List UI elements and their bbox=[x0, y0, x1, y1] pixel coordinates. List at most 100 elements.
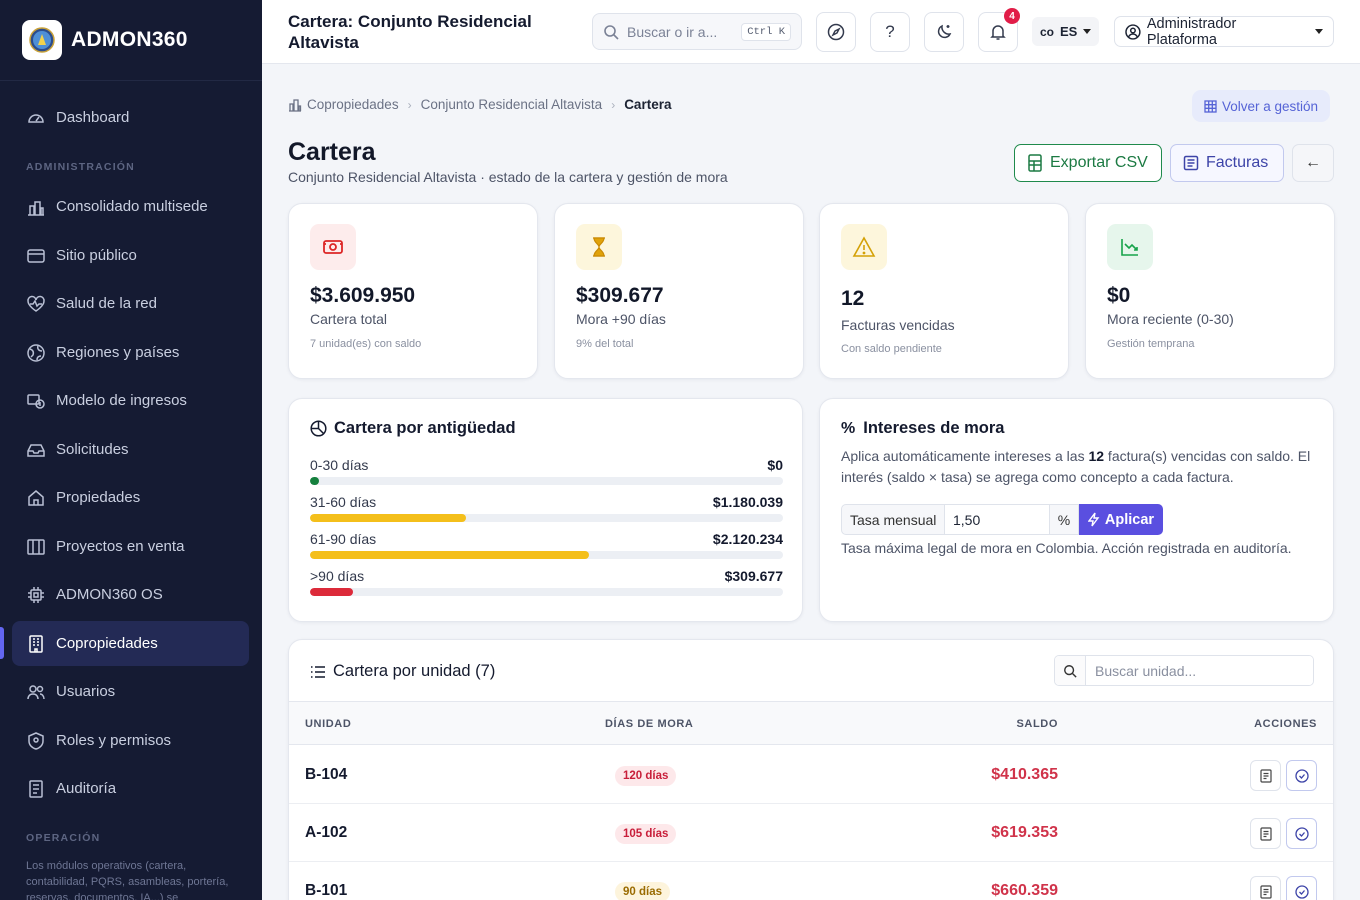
table-row[interactable]: B-104 120 días $410.365 bbox=[289, 746, 1333, 804]
unit-balance: $410.365 bbox=[991, 766, 1058, 783]
units-search[interactable] bbox=[1054, 655, 1314, 686]
sidebar-item-label: ADMON360 OS bbox=[56, 586, 163, 603]
stat-card-overdue-invoices: 12 Facturas vencidas Con saldo pendiente bbox=[819, 203, 1069, 379]
sidebar-item-label: Proyectos en venta bbox=[56, 538, 185, 555]
sidebar-item-revenue-model[interactable]: Modelo de ingresos bbox=[12, 378, 249, 423]
sidebar-item-public-site[interactable]: Sitio público bbox=[12, 233, 249, 278]
stat-hint: Gestión temprana bbox=[1107, 338, 1195, 350]
user-name: Administrador Plataforma bbox=[1146, 15, 1237, 48]
document-icon bbox=[1259, 768, 1272, 783]
breadcrumb-item[interactable]: Copropiedades bbox=[307, 97, 399, 112]
back-to-management-button[interactable]: Volver a gestión bbox=[1192, 90, 1331, 122]
interest-title: % Intereses de mora bbox=[841, 419, 1004, 438]
register-payment-button[interactable] bbox=[1286, 876, 1317, 900]
table-row[interactable]: B-101 90 días $660.359 bbox=[289, 862, 1333, 900]
breadcrumb-current: Cartera bbox=[624, 97, 672, 112]
sidebar-item-roles[interactable]: Roles y permisos bbox=[12, 718, 249, 763]
notifications-button[interactable]: 4 bbox=[978, 8, 1020, 52]
rate-label: Tasa mensual bbox=[841, 504, 945, 535]
breadcrumb: Copropiedades › Conjunto Residencial Alt… bbox=[288, 97, 671, 112]
sidebar-item-label: Sitio público bbox=[56, 247, 137, 264]
main-content: Copropiedades › Conjunto Residencial Alt… bbox=[262, 64, 1360, 900]
sidebar-item-copropiedades[interactable]: Copropiedades bbox=[12, 621, 249, 666]
column-header[interactable]: DÍAS DE MORA bbox=[605, 718, 694, 730]
aging-progress-fill bbox=[310, 551, 590, 559]
column-header: ACCIONES bbox=[1254, 718, 1317, 730]
global-search-input[interactable] bbox=[627, 23, 739, 40]
sidebar-item-label: Solicitudes bbox=[56, 441, 129, 458]
sidebar-item-label: Salud de la red bbox=[56, 295, 157, 312]
sidebar-item-audit[interactable]: Auditoría bbox=[12, 766, 249, 811]
unit-code: B-101 bbox=[305, 882, 348, 899]
sidebar-item-multisite[interactable]: Consolidado multisede bbox=[12, 184, 249, 229]
sidebar-item-projects-for-sale[interactable]: Proyectos en venta bbox=[12, 524, 249, 569]
rate-input[interactable] bbox=[945, 504, 1050, 535]
sidebar-ops-note: Los módulos operativos (cartera, contabi… bbox=[26, 860, 229, 900]
moon-icon bbox=[937, 24, 952, 39]
cash-icon bbox=[310, 224, 356, 270]
sidebar-item-regions[interactable]: Regiones y países bbox=[12, 330, 249, 375]
aging-title: Cartera por antigüedad bbox=[310, 419, 516, 438]
column-header[interactable]: SALDO bbox=[1016, 718, 1058, 730]
interest-text-after: factura(s) vencidas con saldo. El interé… bbox=[841, 448, 1311, 485]
language-select[interactable]: co ES bbox=[1032, 17, 1100, 46]
sidebar-item-label: Copropiedades bbox=[56, 635, 158, 652]
rate-form: Tasa mensual % Aplicar bbox=[841, 504, 1163, 535]
help-button[interactable]: ? bbox=[870, 12, 910, 52]
table-row[interactable]: A-102 105 días $619.353 bbox=[289, 804, 1333, 862]
stat-hint: Con saldo pendiente bbox=[841, 343, 942, 355]
aging-progress-fill bbox=[310, 514, 467, 522]
check-circle-icon bbox=[1294, 884, 1309, 899]
sidebar-item-network-health[interactable]: Salud de la red bbox=[12, 281, 249, 326]
units-card: Cartera por unidad (7) UNIDAD DÍAS DE MO… bbox=[288, 639, 1334, 900]
buildings-icon bbox=[28, 200, 44, 216]
back-button[interactable]: ← bbox=[1292, 144, 1334, 182]
chevron-down-icon bbox=[1083, 29, 1092, 34]
register-payment-button[interactable] bbox=[1286, 818, 1317, 849]
theme-toggle-button[interactable] bbox=[924, 12, 964, 52]
building-icon bbox=[29, 634, 43, 653]
user-circle-icon bbox=[1125, 23, 1141, 40]
breadcrumb-item[interactable]: Conjunto Residencial Altavista bbox=[420, 97, 603, 112]
aging-row-label: >90 días bbox=[310, 568, 365, 584]
aging-progress-track bbox=[310, 551, 783, 559]
units-search-input[interactable] bbox=[1086, 656, 1313, 685]
sidebar-item-requests[interactable]: Solicitudes bbox=[12, 427, 249, 472]
aging-progress-track bbox=[310, 477, 783, 485]
invoices-button[interactable]: Facturas bbox=[1170, 144, 1284, 182]
sidebar-item-label: Consolidado multisede bbox=[56, 198, 208, 215]
user-menu-button[interactable]: Administrador Plataforma bbox=[1114, 15, 1334, 48]
users-icon bbox=[27, 684, 45, 699]
sidebar-item-label: Auditoría bbox=[56, 780, 117, 797]
unit-balance: $660.359 bbox=[991, 882, 1058, 899]
apply-interest-button[interactable]: Aplicar bbox=[1079, 504, 1163, 535]
browser-icon bbox=[27, 248, 45, 263]
register-payment-button[interactable] bbox=[1286, 760, 1317, 791]
aging-progress-fill bbox=[310, 477, 319, 485]
brand-logo-icon[interactable] bbox=[22, 20, 62, 60]
apply-label: Aplicar bbox=[1104, 511, 1155, 528]
view-invoices-button[interactable] bbox=[1250, 760, 1281, 791]
aging-card: Cartera por antigüedad 0-30 días $0 31-60 … bbox=[288, 398, 803, 622]
stat-value: $0 bbox=[1107, 284, 1131, 307]
column-header[interactable]: UNIDAD bbox=[305, 718, 352, 730]
explore-button[interactable] bbox=[816, 12, 856, 52]
global-search[interactable]: Ctrl K bbox=[592, 13, 802, 50]
sidebar-item-dashboard[interactable]: Dashboard bbox=[12, 95, 249, 140]
export-csv-button[interactable]: Exportar CSV bbox=[1014, 144, 1162, 182]
sidebar-item-label: Usuarios bbox=[56, 683, 116, 700]
units-title-label: Cartera por unidad (7) bbox=[333, 662, 496, 680]
view-invoices-button[interactable] bbox=[1250, 818, 1281, 849]
interest-description: Aplica automáticamente intereses a las 1… bbox=[841, 446, 1321, 488]
sidebar-item-os[interactable]: ADMON360 OS bbox=[12, 572, 249, 617]
lightning-icon bbox=[1087, 512, 1100, 527]
sidebar-item-users[interactable]: Usuarios bbox=[12, 669, 249, 714]
sidebar-item-properties[interactable]: Propiedades bbox=[12, 475, 249, 520]
view-invoices-button[interactable] bbox=[1250, 876, 1281, 900]
globe-icon bbox=[27, 343, 45, 362]
chevron-right-icon: › bbox=[611, 97, 616, 112]
warning-icon bbox=[841, 224, 887, 270]
interest-count: 12 bbox=[1088, 448, 1105, 464]
spreadsheet-icon bbox=[1028, 154, 1042, 172]
top-header: Cartera: Conjunto Residencial Altavista … bbox=[262, 0, 1360, 64]
